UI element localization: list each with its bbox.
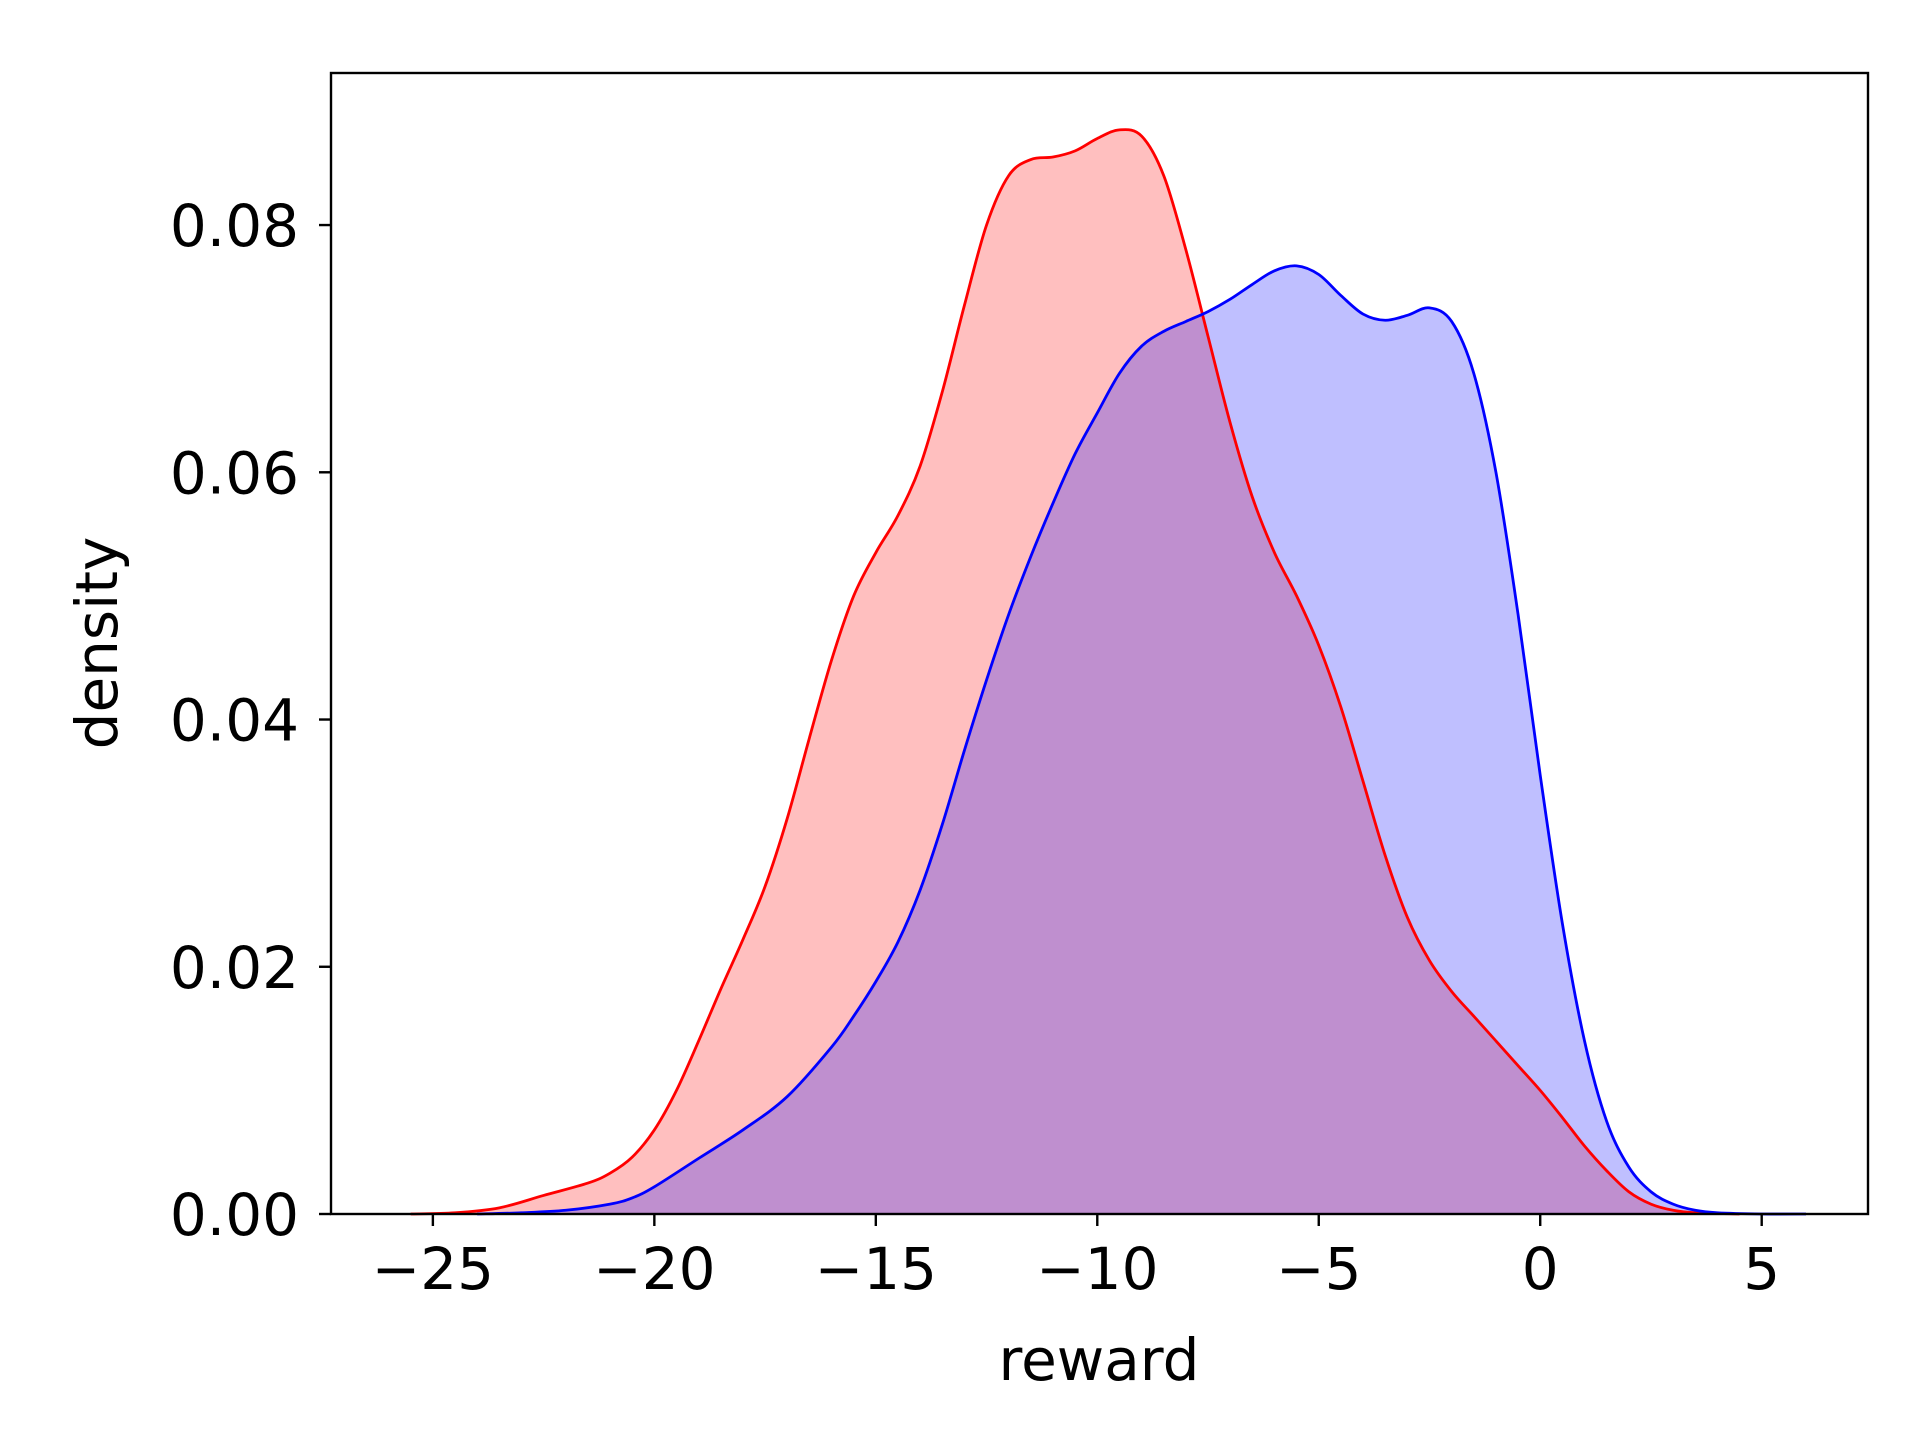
series-1-line <box>410 128 1740 1216</box>
x-tick-label: −15 <box>815 1235 937 1303</box>
x-tick-label: −25 <box>372 1235 494 1303</box>
x-tick-label: −20 <box>593 1235 715 1303</box>
y-tick-label: 0.06 <box>170 439 299 507</box>
y-tick-label: 0.08 <box>170 192 299 260</box>
x-axis-label: reward <box>999 1326 1200 1394</box>
y-axis-label: density <box>63 537 131 750</box>
x-axis: −25 −20 −15 −10 −5 0 5 <box>372 1214 1780 1303</box>
y-tick-label: 0.02 <box>170 934 299 1002</box>
x-tick-label: −5 <box>1276 1235 1362 1303</box>
series-layer <box>410 128 1806 1216</box>
y-tick-label: 0.04 <box>170 687 299 755</box>
x-tick-label: 5 <box>1743 1235 1780 1303</box>
plot-frame <box>329 71 1870 1216</box>
y-axis: 0.00 0.02 0.04 0.06 0.08 <box>170 192 331 1249</box>
x-tick-label: −10 <box>1036 1235 1158 1303</box>
series-2-line <box>477 264 1806 1216</box>
series-2-area <box>477 265 1806 1215</box>
y-tick-label: 0.00 <box>170 1181 299 1249</box>
x-tick-label: 0 <box>1522 1235 1559 1303</box>
